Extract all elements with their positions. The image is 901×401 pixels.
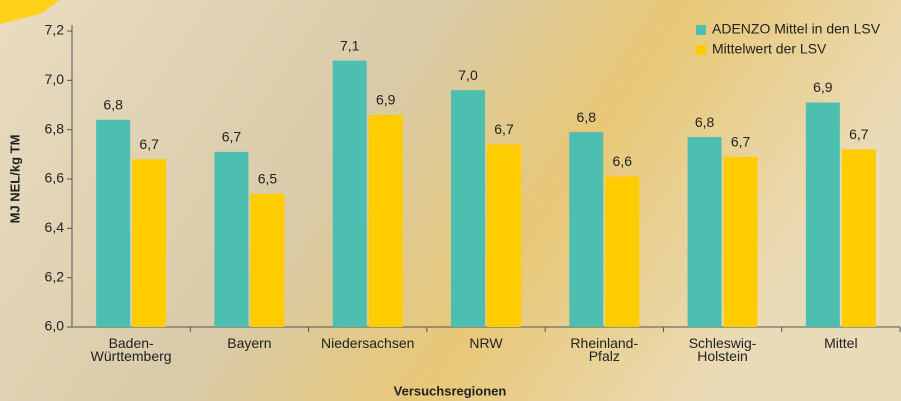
- legend-label: Mittelwert der LSV: [712, 41, 827, 57]
- y-tick-label: 6,2: [45, 268, 65, 284]
- y-tick-label: 6,6: [45, 170, 65, 186]
- value-label: 6,9: [813, 79, 833, 95]
- bar: [842, 149, 876, 327]
- legend-swatch: [696, 25, 706, 35]
- value-label: 6,7: [849, 126, 869, 142]
- y-tick-label: 6,4: [45, 219, 65, 235]
- value-label: 7,0: [458, 67, 478, 83]
- bar: [724, 157, 758, 327]
- bar: [487, 144, 521, 327]
- legend-swatch: [696, 45, 706, 55]
- y-axis-title: MJ NEL/kg TM: [7, 135, 22, 224]
- bar: [333, 61, 367, 327]
- y-tick-label: 7,2: [45, 22, 65, 38]
- bar: [569, 132, 603, 327]
- x-tick-label: Niedersachsen: [321, 335, 414, 351]
- value-label: 6,8: [577, 109, 597, 125]
- bar: [369, 115, 403, 327]
- value-label: 6,5: [258, 171, 278, 187]
- value-label: 7,1: [340, 37, 360, 53]
- value-label: 6,7: [222, 129, 242, 145]
- x-tick-label: Mittel: [824, 335, 857, 351]
- value-label: 6,9: [376, 92, 396, 108]
- bar: [96, 120, 130, 327]
- bar: [214, 152, 248, 327]
- x-tick-label: NRW: [469, 335, 503, 351]
- bar: [605, 177, 639, 327]
- value-label: 6,7: [494, 121, 514, 137]
- x-axis-title: Versuchsregionen: [394, 383, 507, 398]
- value-label: 6,8: [695, 114, 715, 130]
- x-tick-label: Schleswig-Holstein: [689, 335, 757, 364]
- bar: [688, 137, 722, 327]
- value-label: 6,8: [103, 97, 123, 113]
- y-tick-label: 6,0: [45, 318, 65, 334]
- value-label: 6,7: [731, 134, 751, 150]
- chart: MJ NEL/kg TM Versuchsregionen 6,0 6,2 6,4 6…: [0, 0, 901, 401]
- value-label: 6,7: [139, 136, 159, 152]
- bar: [132, 159, 166, 327]
- bar: [806, 103, 840, 327]
- value-label: 6,6: [613, 153, 633, 169]
- bar: [451, 90, 485, 327]
- y-tick-label: 6,8: [45, 120, 65, 136]
- x-tick-label: Bayern: [227, 335, 271, 351]
- y-tick-label: 7,0: [45, 71, 65, 87]
- legend-label: ADENZO Mittel in den LSV: [712, 21, 881, 37]
- bar: [250, 194, 284, 327]
